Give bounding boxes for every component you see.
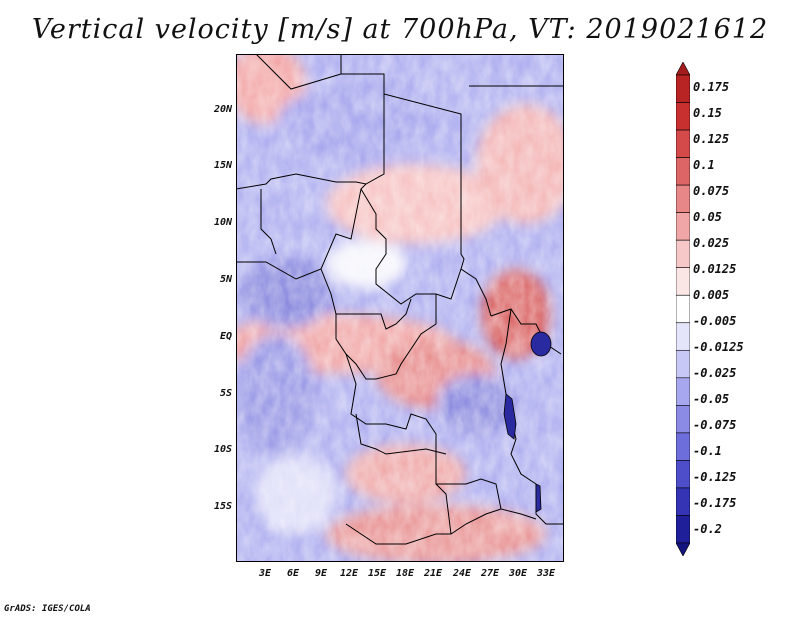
colorbar-segment <box>676 349 690 379</box>
border-line-3 <box>236 94 385 190</box>
lat-label-15s: 15S <box>213 501 232 512</box>
colorbar-segment <box>676 487 690 516</box>
colorbar-label-13: -0.075 <box>693 418 737 432</box>
border-line-1 <box>340 54 492 317</box>
lake-malawi <box>535 483 542 513</box>
lat-label-10n: 10N <box>213 217 232 228</box>
lat-label-5s: 5S <box>219 388 232 399</box>
colorbar-segment <box>676 460 690 489</box>
field-texture <box>236 54 564 562</box>
colorbar-label-2: 0.125 <box>693 132 730 146</box>
border-line-4 <box>255 54 342 90</box>
border-line-7 <box>320 268 437 380</box>
lakes <box>503 331 552 513</box>
border-line-13 <box>436 478 537 520</box>
lon-label-3e: 3E <box>258 568 272 579</box>
colorbar-label-10: -0.0125 <box>693 340 744 354</box>
colorbar-segment <box>676 62 690 76</box>
colorbar-segment <box>676 515 690 544</box>
lon-label-33e: 33E <box>536 568 556 579</box>
lon-label-15e: 15E <box>367 568 387 579</box>
lon-label-18e: 18E <box>395 568 415 579</box>
colorbar-segment <box>676 212 690 241</box>
colorbar-label-7: 0.0125 <box>693 262 737 276</box>
lon-label-12e: 12E <box>339 568 359 579</box>
lon-label-30e: 30E <box>508 568 528 579</box>
lat-label-eq: EQ <box>219 331 232 342</box>
colorbar-segment <box>676 267 690 296</box>
lat-label-15n: 15N <box>213 160 232 171</box>
colorbar-label-1: 0.15 <box>693 106 722 120</box>
lon-label-9e: 9E <box>314 568 328 579</box>
colorbar-label-17: -0.2 <box>693 522 722 536</box>
lake-victoria <box>530 331 552 357</box>
border-line-10 <box>355 413 447 455</box>
border-line-9 <box>345 353 452 535</box>
colorbar-label-3: 0.1 <box>693 158 715 172</box>
lon-label-24e: 24E <box>452 568 472 579</box>
colorbar-label-8: 0.005 <box>693 288 730 302</box>
colorbar-label-14: -0.1 <box>693 444 722 458</box>
colorbar-label-4: 0.075 <box>693 184 730 198</box>
border-line-15 <box>260 189 277 255</box>
colorbar-segment <box>676 102 690 131</box>
colorbar-segment <box>676 322 690 351</box>
colorbar-segment <box>676 377 690 406</box>
map-frame <box>236 54 564 562</box>
colorbar-label-16: -0.175 <box>693 496 737 510</box>
colorbar-segment <box>676 294 690 324</box>
footer-credit: GrADS: IGES/COLA <box>4 604 91 614</box>
colorbar-segment <box>676 157 690 186</box>
colorbar-label-5: 0.05 <box>693 210 722 224</box>
lat-label-10s: 10S <box>213 444 232 455</box>
colorbar-segment <box>676 542 690 556</box>
border-line-6 <box>360 188 462 305</box>
border-line-8 <box>336 298 412 330</box>
colorbar-label-0: 0.175 <box>693 80 730 94</box>
lon-label-21e: 21E <box>423 568 443 579</box>
colorbar-label-11: -0.025 <box>693 366 737 380</box>
colorbar-segment <box>676 129 690 158</box>
colorbar-label-6: 0.025 <box>693 236 730 250</box>
vertical-velocity-map <box>236 54 564 562</box>
colorbar <box>676 62 690 556</box>
colorbar-label-15: -0.125 <box>693 470 737 484</box>
border-line-14 <box>345 508 502 545</box>
colorbar-label-9: -0.005 <box>693 314 737 328</box>
lake-tanganyika <box>503 393 517 440</box>
lon-label-6e: 6E <box>286 568 300 579</box>
colorbar-segments <box>676 62 690 556</box>
chart-title: Vertical velocity [m/s] at 700hPa, VT: 2… <box>31 14 769 45</box>
lat-label-5n: 5N <box>219 274 232 285</box>
colorbar-segment <box>676 239 690 269</box>
colorbar-segment <box>676 74 690 103</box>
lon-label-27e: 27E <box>480 568 500 579</box>
colorbar-segment <box>676 405 690 434</box>
colorbar-label-12: -0.05 <box>693 392 730 406</box>
lat-label-20n: 20N <box>213 104 232 115</box>
colorbar-segment <box>676 184 690 213</box>
border-line-5 <box>236 183 367 280</box>
colorbar-segment <box>676 432 690 461</box>
